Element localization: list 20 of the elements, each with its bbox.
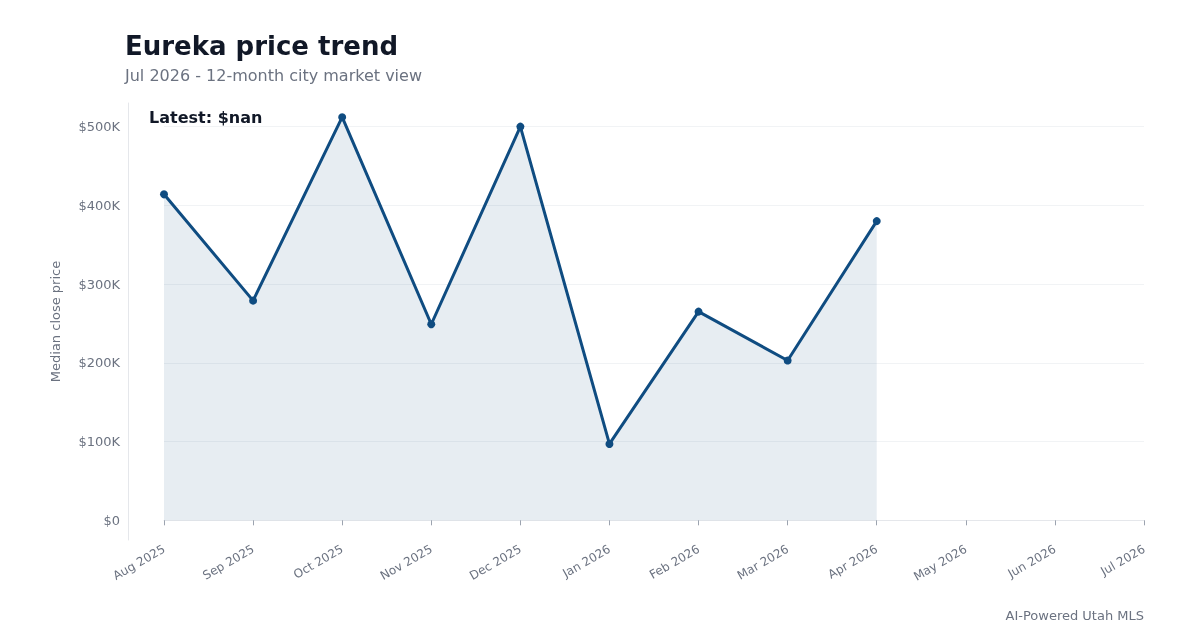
point — [427, 320, 436, 329]
point — [338, 113, 347, 122]
y-tick-label: $500K — [78, 119, 121, 135]
point — [160, 190, 168, 199]
text: AI-Powered Utah MLS — [1005, 608, 1144, 623]
y-tick-label: $400K — [78, 197, 121, 213]
point — [872, 217, 881, 226]
chart-title: Eureka price trend — [125, 31, 399, 61]
point — [783, 356, 792, 365]
point — [694, 307, 703, 316]
y-tick-label: $0 — [103, 512, 120, 528]
chart-subtitle: Jul 2026 - 12-month city market view — [124, 65, 422, 85]
point — [249, 296, 258, 305]
y-tick-label: $300K — [78, 276, 121, 292]
annotation: Latest: $nan — [149, 107, 263, 127]
point — [516, 122, 525, 131]
point — [605, 439, 614, 448]
y-axis-title: Median close price — [48, 260, 63, 383]
y-tick-label: $200K — [78, 355, 121, 371]
y-tick-label: $100K — [78, 434, 121, 450]
